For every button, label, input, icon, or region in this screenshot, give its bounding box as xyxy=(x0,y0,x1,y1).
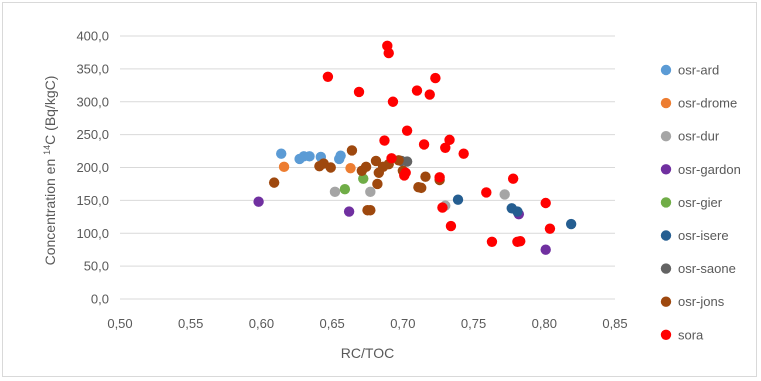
y-tick-label: 150,0 xyxy=(76,193,109,208)
data-point-osr-saone xyxy=(401,156,413,167)
data-point-sora xyxy=(400,167,411,178)
data-point-sora xyxy=(387,96,399,107)
legend-label-sora: sora xyxy=(678,327,704,342)
data-point-sora xyxy=(411,85,423,96)
data-point-osr-gardon xyxy=(540,244,551,255)
data-point-sora xyxy=(544,223,556,234)
legend-marker-osr-ard xyxy=(660,64,672,76)
x-tick-label: 0,60 xyxy=(249,316,274,331)
data-point-sora xyxy=(445,220,457,232)
data-point-osr-gardon xyxy=(343,206,355,217)
data-point-sora xyxy=(379,135,390,146)
data-point-osr-dur xyxy=(499,189,510,200)
data-point-osr-dur xyxy=(329,186,341,198)
data-point-sora xyxy=(486,236,498,247)
y-tick-label: 350,0 xyxy=(76,61,109,76)
data-point-osr-jons xyxy=(325,162,336,173)
y-tick-label: 50,0 xyxy=(84,259,109,274)
data-point-sora xyxy=(507,173,519,184)
data-points xyxy=(253,40,577,255)
data-point-osr-jons xyxy=(346,145,358,156)
data-point-osr-ard xyxy=(276,148,287,159)
legend-label-osr-gardon: osr-gardon xyxy=(678,162,741,177)
data-point-sora xyxy=(515,235,526,247)
data-point-osr-dur xyxy=(365,186,376,198)
legend: osr-ard osr-drome osr-dur osr-gardon osr-gie… xyxy=(660,63,741,342)
data-point-sora xyxy=(434,172,445,183)
legend-label-osr-drome: osr-drome xyxy=(678,96,737,111)
data-point-osr-jons xyxy=(420,171,431,182)
x-tick-label: 0,55 xyxy=(178,316,203,331)
y-tick-label: 250,0 xyxy=(76,127,109,142)
y-tick-label: 0,0 xyxy=(91,292,109,307)
legend-marker-osr-drome xyxy=(660,97,672,109)
data-point-sora xyxy=(540,197,551,209)
x-axis-title: RC/TOC xyxy=(341,345,394,361)
x-tick-label: 0,75 xyxy=(461,316,486,331)
data-point-sora xyxy=(481,187,492,198)
legend-label-osr-gier: osr-gier xyxy=(678,195,723,210)
data-point-sora xyxy=(437,202,448,213)
legend-label-osr-isere: osr-isere xyxy=(678,228,729,243)
x-tick-label: 0,50 xyxy=(107,316,132,331)
data-point-osr-gardon xyxy=(253,196,264,207)
legend-label-osr-jons: osr-jons xyxy=(678,294,725,309)
data-point-osr-jons xyxy=(365,205,376,216)
data-point-osr-ard xyxy=(304,151,315,162)
x-tick-label: 0,70 xyxy=(390,316,415,331)
data-point-sora xyxy=(424,89,435,100)
data-point-osr-isere xyxy=(512,206,523,217)
scatter-chart: 0,0 50,0 100,0 150,0 200,0 250,0 300,0 350,0 400… xyxy=(42,29,741,362)
legend-marker-osr-gardon xyxy=(660,164,672,175)
data-point-osr-jons xyxy=(268,177,280,188)
data-point-sora xyxy=(322,71,334,82)
tick-labels: 0,0 50,0 100,0 150,0 200,0 250,0 300,0 350,0 400… xyxy=(76,29,627,332)
legend-label-osr-ard: osr-ard xyxy=(678,63,719,78)
data-point-sora xyxy=(440,142,451,153)
legend-marker-osr-gier xyxy=(660,197,672,208)
legend-marker-osr-saone xyxy=(660,263,672,274)
data-point-osr-isere xyxy=(565,218,577,230)
data-point-osr-isere xyxy=(452,194,464,205)
data-point-sora xyxy=(386,153,397,164)
y-tick-label: 200,0 xyxy=(76,160,109,175)
legend-marker-sora xyxy=(660,329,672,340)
data-point-osr-gier xyxy=(339,183,351,195)
legend-marker-osr-jons xyxy=(660,296,672,307)
x-tick-label: 0,80 xyxy=(532,316,557,331)
data-point-sora xyxy=(458,148,469,159)
x-tick-label: 0,85 xyxy=(602,316,627,331)
chart-frame: 0,0 50,0 100,0 150,0 200,0 250,0 300,0 350,0 400… xyxy=(2,2,757,377)
legend-label-osr-dur: osr-dur xyxy=(678,129,720,144)
data-point-sora xyxy=(383,47,394,59)
y-tick-label: 400,0 xyxy=(76,29,109,44)
y-tick-label: 300,0 xyxy=(76,94,109,109)
y-axis-title: Concentration en 14C (Bq/kgC) xyxy=(42,76,58,266)
data-point-osr-drome xyxy=(345,162,356,174)
data-point-osr-jons xyxy=(416,182,427,194)
data-point-osr-gier xyxy=(358,173,369,184)
data-point-sora xyxy=(401,125,413,136)
y-tick-label: 100,0 xyxy=(76,226,109,241)
legend-marker-osr-dur xyxy=(660,131,672,142)
data-point-sora xyxy=(430,72,441,84)
data-point-osr-drome xyxy=(278,161,290,173)
data-point-sora xyxy=(353,86,365,98)
x-tick-label: 0,65 xyxy=(319,316,344,331)
data-point-osr-jons xyxy=(372,178,383,190)
data-point-osr-jons xyxy=(370,155,382,167)
legend-label-osr-saone: osr-saone xyxy=(678,261,736,276)
data-point-osr-jons xyxy=(360,161,372,173)
data-point-osr-ard xyxy=(335,150,346,161)
data-point-sora xyxy=(418,139,430,150)
data-point-sora xyxy=(444,134,455,146)
legend-marker-osr-isere xyxy=(660,230,672,241)
